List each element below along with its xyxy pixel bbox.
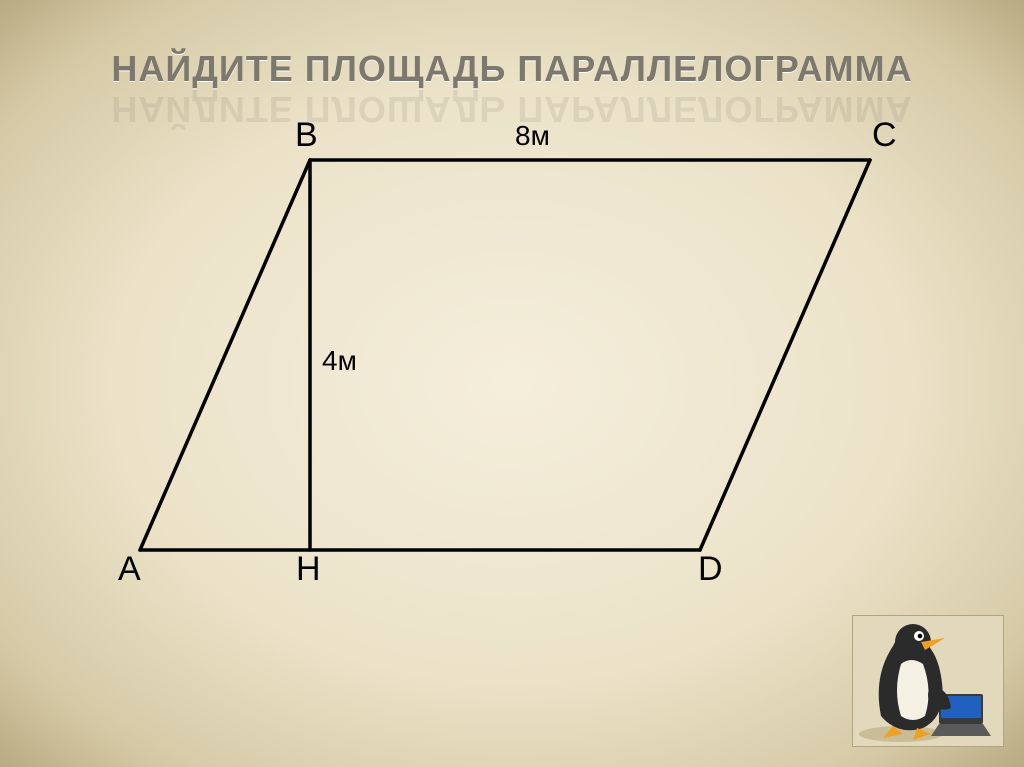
vertex-label-D: D — [698, 550, 723, 589]
page-title-reflection: НАЙДИТЕ ПЛОЩАДЬ ПАРАЛЛЕЛОГРАММА — [0, 88, 1024, 130]
vertex-label-A: А — [118, 550, 141, 589]
diagram-svg — [100, 130, 920, 610]
side-length-label: 8м — [515, 120, 550, 152]
penguin-decor-icon — [852, 615, 1004, 747]
vertex-label-H: Н — [296, 550, 321, 589]
parallelogram-diagram: А В С D Н 8м 4м — [100, 130, 920, 610]
height-length-label: 4м — [322, 345, 357, 377]
vertex-label-B: В — [295, 116, 318, 155]
vertex-label-C: С — [872, 116, 897, 155]
page-title: НАЙДИТЕ ПЛОЩАДЬ ПАРАЛЛЕЛОГРАММА — [0, 48, 1024, 90]
